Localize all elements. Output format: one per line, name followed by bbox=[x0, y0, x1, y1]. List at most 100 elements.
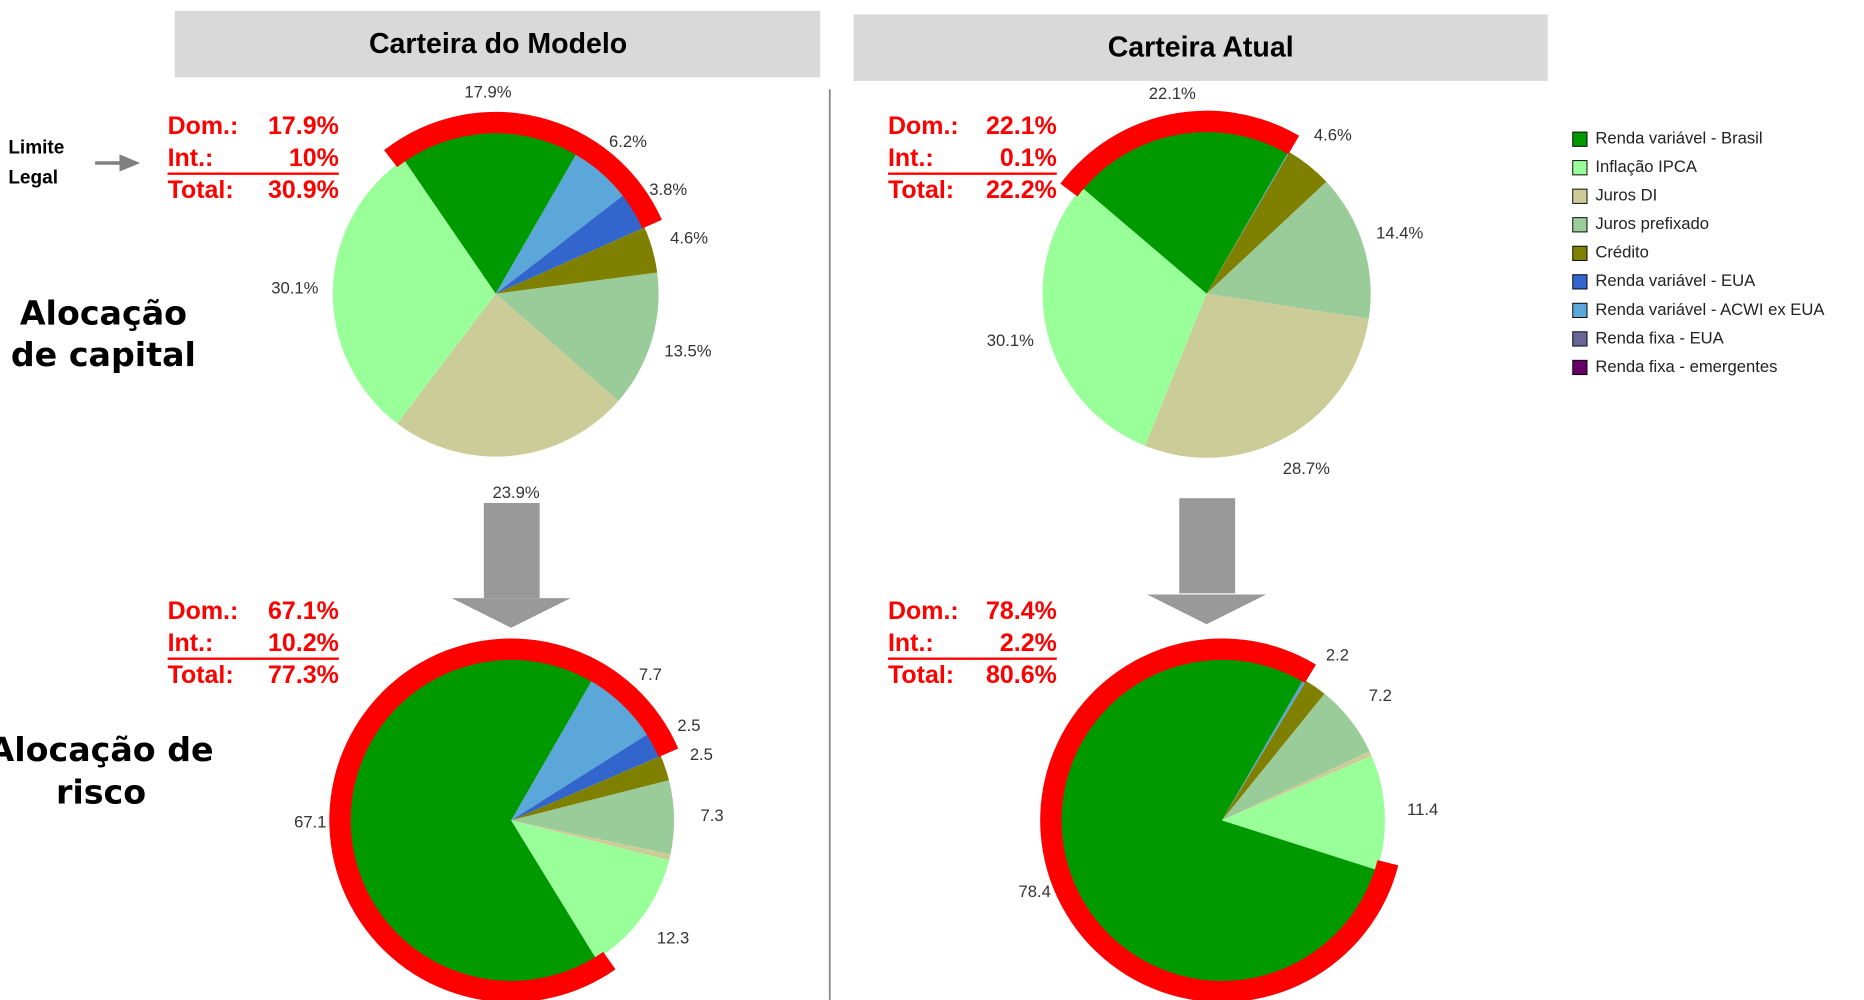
annotation-label: Int.: bbox=[168, 144, 214, 172]
column-header: Carteira Atual bbox=[1108, 31, 1294, 63]
slice-label: 28.7% bbox=[1283, 459, 1330, 478]
annotation-value: 67.1% bbox=[268, 597, 339, 625]
row-label: de capital bbox=[11, 335, 196, 374]
slice-label: 11.4 bbox=[1407, 800, 1438, 819]
slice-label: 30.1% bbox=[271, 278, 318, 297]
row-label: Alocação bbox=[20, 294, 187, 333]
legend-label: Juros prefixado bbox=[1595, 214, 1709, 233]
annotation-value: 10% bbox=[289, 144, 339, 172]
annotation-value: 17.9% bbox=[268, 112, 339, 140]
slice-label: 17.9% bbox=[464, 82, 511, 101]
annotation-label: Total: bbox=[888, 661, 954, 689]
slice-label: 2.5 bbox=[690, 745, 713, 764]
pie-slice bbox=[495, 152, 625, 294]
slice-label: 30.1% bbox=[987, 331, 1034, 350]
pie-chart: 78.4 2.2 7.2 11.4 bbox=[1018, 638, 1438, 1000]
pie-slice bbox=[511, 820, 671, 861]
pie-slice bbox=[495, 272, 659, 401]
legend-label: Inflação IPCA bbox=[1595, 157, 1698, 176]
pie-slice bbox=[495, 194, 645, 294]
pie-slice bbox=[1206, 151, 1290, 294]
annotation-label: Dom.: bbox=[168, 597, 239, 625]
annotation-value: 77.3% bbox=[268, 661, 339, 689]
annotation-label: Total: bbox=[168, 176, 234, 204]
down-arrow bbox=[1147, 498, 1267, 625]
slice-label: 7.2 bbox=[1369, 686, 1392, 705]
legend-swatch bbox=[1572, 131, 1588, 147]
legend-swatch bbox=[1572, 217, 1588, 233]
annotation-label: Int.: bbox=[888, 144, 934, 172]
slice-label: 12.3 bbox=[657, 929, 689, 948]
annotation-value: 2.2% bbox=[1000, 629, 1057, 657]
slice-label: 67.1 bbox=[294, 813, 326, 832]
pie-slice bbox=[1222, 680, 1325, 821]
legend-label: Crédito bbox=[1595, 243, 1649, 262]
slice-label: 2.5 bbox=[677, 716, 700, 735]
pie-slice bbox=[403, 130, 578, 294]
pie-slice bbox=[511, 733, 661, 821]
pie-slice bbox=[1222, 751, 1372, 821]
slice-label: 2.2 bbox=[1326, 645, 1349, 664]
header-box bbox=[174, 10, 821, 78]
pie-slice bbox=[1222, 756, 1385, 871]
annotation-value: 22.2% bbox=[986, 176, 1057, 204]
slice-label: 23.9% bbox=[493, 483, 540, 502]
pie-slice bbox=[1206, 152, 1327, 294]
annotation-label: Dom.: bbox=[168, 112, 239, 140]
pie-slice bbox=[1222, 679, 1307, 821]
pie-slice bbox=[1059, 657, 1378, 984]
slice-label: 7.7 bbox=[639, 665, 662, 684]
legend-label: Juros DI bbox=[1595, 186, 1657, 205]
pie-slice bbox=[511, 780, 675, 855]
annotation-value: 80.6% bbox=[986, 661, 1057, 689]
pie-slice bbox=[511, 679, 649, 821]
slice-label: 7.3 bbox=[700, 806, 723, 825]
slice-label: 13.5% bbox=[664, 341, 711, 360]
legend-label: Renda variável - Brasil bbox=[1595, 129, 1762, 148]
highlight-arc bbox=[1060, 110, 1300, 197]
pie-slice bbox=[1042, 187, 1207, 446]
pie-chart: 17.9% 6.2% 3.8% 4.6% 13.5% 23.9% 30.1% bbox=[271, 82, 711, 502]
annotation-label: Total: bbox=[168, 661, 234, 689]
pie-slice bbox=[332, 159, 496, 424]
legend-label: Renda variável - EUA bbox=[1595, 271, 1756, 290]
annotation-label: Dom.: bbox=[888, 597, 959, 625]
annotation-value: 30.9% bbox=[268, 176, 339, 204]
pie-slice bbox=[495, 227, 658, 294]
legend-swatch bbox=[1572, 160, 1588, 176]
legend-label: Renda fixa - emergentes bbox=[1595, 357, 1777, 376]
legend-swatch bbox=[1572, 302, 1588, 318]
annotation-label: Dom.: bbox=[888, 112, 959, 140]
legend-swatch bbox=[1572, 274, 1588, 290]
pie-slice bbox=[1206, 181, 1371, 319]
slice-label: 4.6% bbox=[1314, 125, 1352, 144]
limit-arrow bbox=[95, 154, 141, 172]
annotation-label: Int.: bbox=[888, 629, 934, 657]
pie-chart: 67.1 7.7 2.5 2.5 7.3 12.3 bbox=[294, 638, 724, 1000]
annotation-label: Int.: bbox=[168, 629, 214, 657]
pie-slice bbox=[511, 820, 670, 960]
column-header: Carteira do Modelo bbox=[369, 28, 627, 60]
annotation-label: Total: bbox=[888, 176, 954, 204]
limit-label: Legal bbox=[8, 167, 58, 188]
legend-swatch bbox=[1572, 359, 1588, 376]
legend-label: Renda variável - ACWI ex EUA bbox=[1595, 300, 1825, 319]
annotation-value: 78.4% bbox=[986, 597, 1057, 625]
slice-label: 3.8% bbox=[649, 180, 687, 199]
highlight-arc bbox=[384, 111, 662, 229]
row-label: risco bbox=[56, 773, 146, 812]
pie-slice bbox=[397, 293, 619, 457]
annotation-value: 22.1% bbox=[986, 112, 1057, 140]
legend-swatch bbox=[1572, 245, 1588, 261]
pie-slice bbox=[348, 657, 597, 984]
row-label: Alocação de bbox=[0, 730, 214, 769]
legend-label: Renda fixa - EUA bbox=[1595, 328, 1724, 347]
slice-label: 6.2% bbox=[609, 132, 647, 151]
slice-label: 4.6% bbox=[670, 229, 708, 248]
pie-slice bbox=[1222, 693, 1370, 821]
legend-swatch bbox=[1572, 188, 1588, 204]
slice-label: 14.4% bbox=[1376, 224, 1423, 243]
pie-slice bbox=[511, 756, 670, 821]
slice-label: 22.1% bbox=[1149, 84, 1196, 103]
